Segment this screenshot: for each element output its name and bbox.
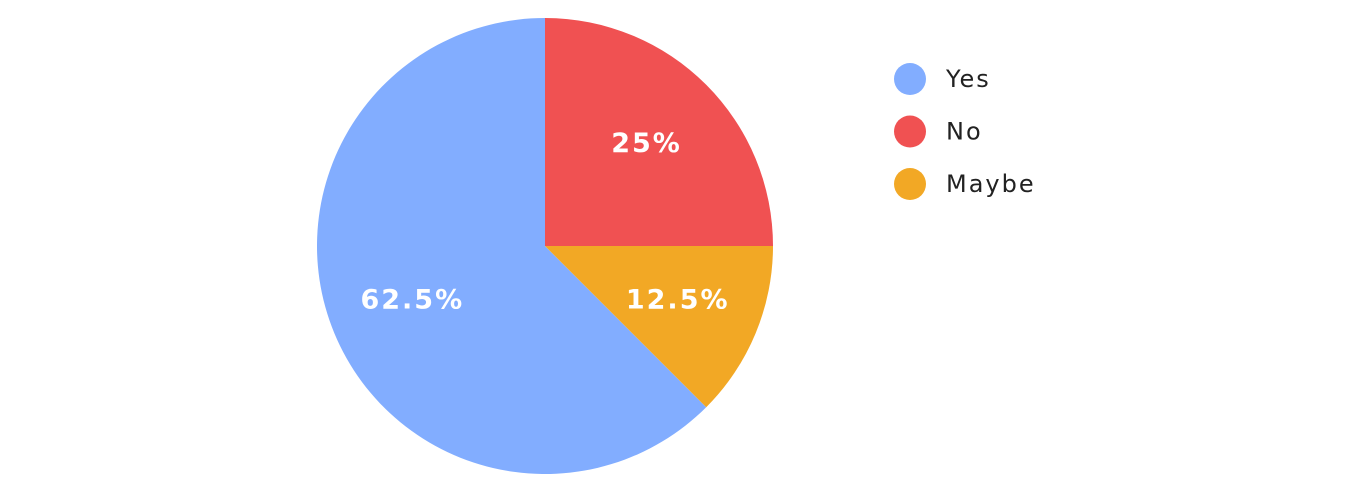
pie-slice — [545, 18, 773, 246]
value-label: 12.5% — [626, 284, 730, 315]
legend-marker — [894, 63, 926, 95]
value-label: 25% — [611, 128, 682, 159]
value-label: 62.5% — [360, 284, 464, 315]
legend-marker — [894, 115, 926, 148]
legend-label: No — [946, 118, 983, 146]
legend-label: Yes — [945, 65, 991, 93]
legend-marker — [894, 168, 926, 200]
pie-slice — [545, 246, 773, 408]
legend-label: Maybe — [946, 170, 1036, 198]
pie-slice — [316, 18, 707, 474]
